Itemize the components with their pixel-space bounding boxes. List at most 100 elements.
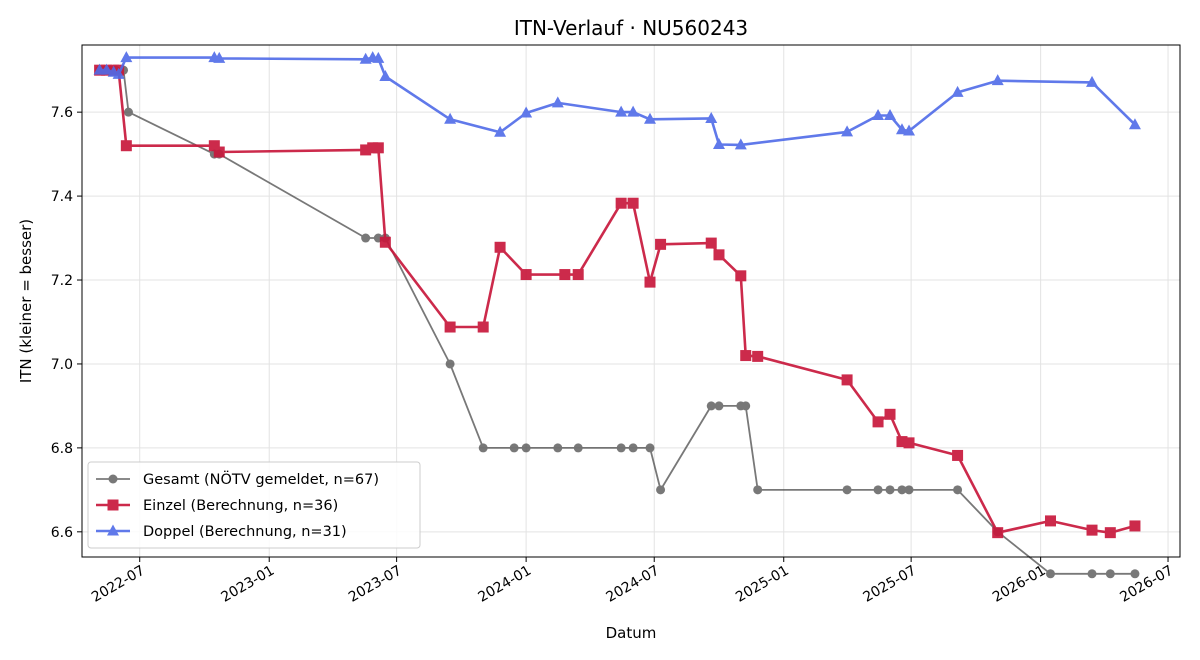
legend-entry: [96, 499, 130, 511]
data-point: [895, 123, 908, 135]
data-point: [627, 197, 639, 209]
data-point: [615, 105, 628, 117]
data-point: [841, 374, 853, 386]
data-point: [509, 443, 519, 453]
data-point: [520, 269, 532, 281]
data-point: [904, 485, 914, 495]
data-point: [444, 321, 456, 333]
data-point: [897, 485, 907, 495]
data-point: [706, 401, 716, 411]
data-point: [520, 106, 533, 118]
data-point: [752, 350, 764, 362]
data-point: [445, 359, 455, 369]
data-point: [120, 51, 133, 63]
data-point: [361, 233, 371, 243]
data-point: [705, 237, 717, 249]
data-point: [655, 238, 667, 250]
legend-label: Doppel (Berechnung, n=31): [143, 524, 347, 540]
y-axis: 6.6 6.8 7.0 7.2 7.4 7.6: [51, 105, 82, 541]
legend-entry: [96, 474, 130, 484]
series-layer: [93, 51, 1141, 579]
data-point: [559, 269, 571, 281]
data-point: [1129, 520, 1141, 532]
data-point: [656, 485, 666, 495]
x-axis: 2022-07 2023-01 2023-07 2024-01 2024-07 2025-…: [89, 557, 1176, 606]
data-point: [644, 276, 656, 288]
data-point: [1086, 524, 1098, 536]
x-tick-label: 2025-01: [733, 563, 792, 606]
data-point: [1087, 569, 1097, 579]
data-point: [628, 443, 638, 453]
data-point: [1104, 527, 1116, 539]
series-2: [93, 51, 1141, 150]
data-point: [885, 485, 895, 495]
data-point: [372, 51, 385, 63]
data-point: [884, 408, 896, 420]
x-tick-label: 2023-01: [219, 563, 278, 606]
data-point: [1044, 515, 1056, 527]
data-point: [903, 124, 916, 136]
data-point: [740, 350, 752, 362]
data-point: [1086, 75, 1099, 87]
series-1: [94, 64, 1141, 539]
data-point: [841, 125, 854, 137]
data-point: [107, 524, 119, 536]
data-point: [705, 111, 718, 123]
data-point: [1045, 569, 1055, 579]
data-point: [100, 63, 113, 75]
x-tick-label: 2024-01: [475, 563, 534, 606]
data-point: [372, 142, 384, 154]
legend-label: Einzel (Berechnung, n=36): [143, 498, 338, 514]
data-point: [952, 449, 964, 461]
data-point: [741, 401, 751, 411]
data-point: [884, 109, 897, 121]
data-point: [1130, 569, 1140, 579]
y-tick-label: 7.6: [51, 105, 73, 121]
data-point: [644, 112, 657, 124]
legend-box: [87, 461, 421, 549]
data-point: [123, 107, 133, 117]
data-point: [572, 269, 584, 281]
y-axis-label: ITN (kleiner = besser): [17, 219, 35, 383]
x-tick-label: 2022-07: [89, 563, 148, 606]
data-point: [360, 144, 372, 156]
data-point: [521, 443, 531, 453]
data-point: [713, 249, 725, 261]
y-tick-label: 7.2: [51, 273, 73, 289]
data-point: [494, 125, 507, 137]
data-point: [903, 437, 915, 449]
data-point: [477, 321, 489, 333]
data-point: [627, 105, 640, 117]
data-point: [108, 474, 118, 484]
data-point: [734, 138, 747, 150]
data-point: [379, 236, 391, 248]
data-point: [120, 140, 132, 152]
data-point: [1128, 118, 1141, 130]
plot-frame: [81, 44, 1181, 558]
data-point: [112, 67, 125, 79]
data-point: [991, 74, 1004, 86]
data-point: [551, 96, 564, 108]
data-point: [1105, 569, 1115, 579]
y-tick-label: 6.8: [51, 441, 73, 457]
data-point: [992, 527, 1004, 539]
data-point: [494, 241, 506, 253]
data-point: [444, 112, 457, 124]
y-tick-label: 7.0: [51, 357, 73, 373]
data-point: [872, 109, 885, 121]
x-axis-label: Datum: [606, 624, 657, 642]
data-point: [951, 85, 964, 97]
x-tick-label: 2024-07: [604, 563, 663, 606]
data-point: [107, 499, 119, 511]
data-point: [953, 485, 963, 495]
data-point: [616, 443, 626, 453]
data-point: [872, 416, 884, 428]
x-tick-label: 2026-07: [1117, 563, 1176, 606]
data-point: [842, 485, 852, 495]
data-point: [714, 401, 724, 411]
data-point: [379, 69, 392, 81]
data-point: [753, 485, 763, 495]
legend: Gesamt (NÖTV gemeldet, n=67) Einzel (Bere…: [87, 461, 421, 549]
data-point: [367, 142, 379, 154]
